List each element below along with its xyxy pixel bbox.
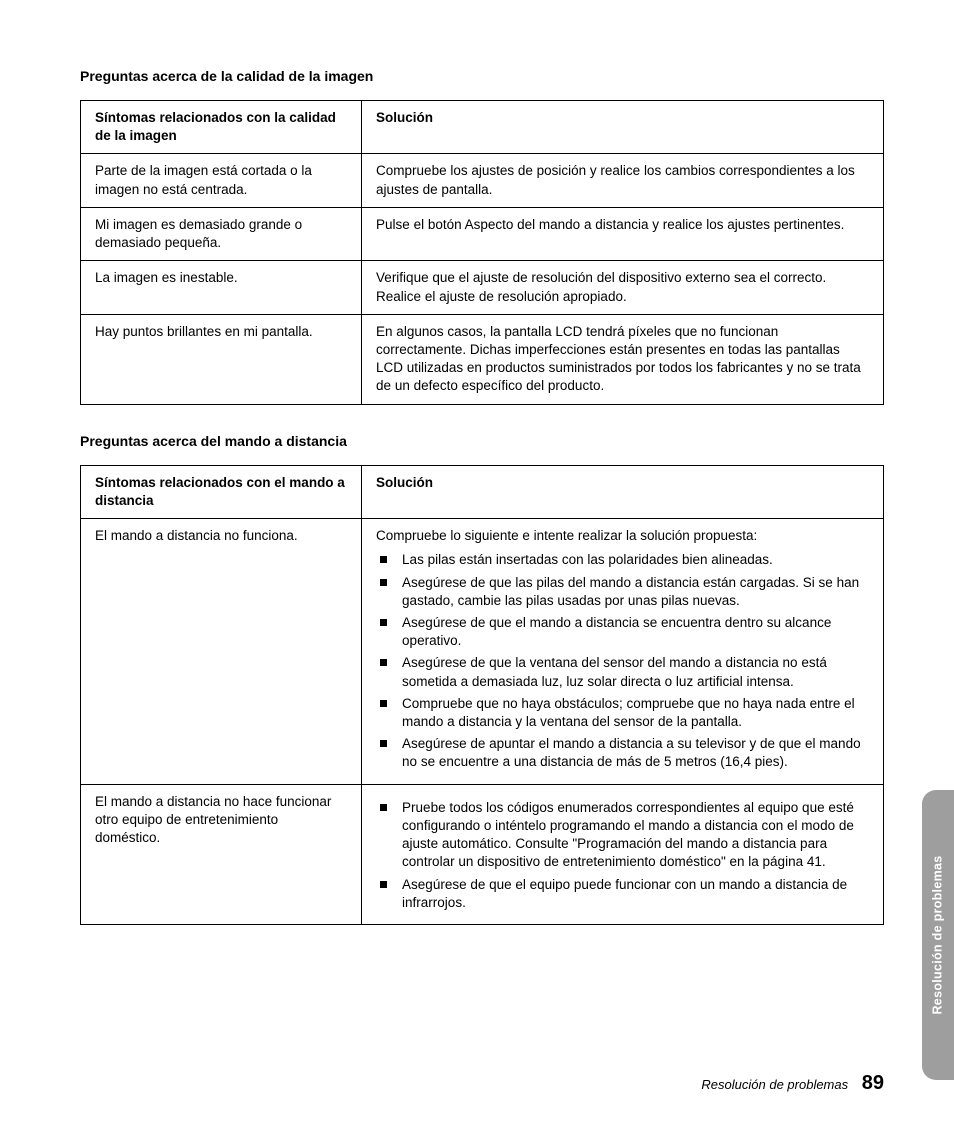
header-symptom: Síntomas relacionados con la calidad de …: [81, 101, 362, 154]
remote-control-table: Síntomas relacionados con el mando a dis…: [80, 465, 884, 925]
list-item: Las pilas están insertadas con las polar…: [398, 551, 869, 569]
table-header-row: Síntomas relacionados con el mando a dis…: [81, 465, 884, 518]
solution-intro: Compruebe lo siguiente e intente realiza…: [376, 527, 869, 545]
table-row: La imagen es inestable. Verifique que el…: [81, 261, 884, 314]
list-item: Compruebe que no haya obstáculos; compru…: [398, 695, 869, 731]
solution-cell: Pruebe todos los códigos enumerados corr…: [362, 784, 884, 924]
table-row: Mi imagen es demasiado grande o demasiad…: [81, 207, 884, 260]
solution-cell: Verifique que el ajuste de resolución de…: [362, 261, 884, 314]
image-quality-table: Síntomas relacionados con la calidad de …: [80, 100, 884, 405]
symptom-cell: La imagen es inestable.: [81, 261, 362, 314]
solution-cell: En algunos casos, la pantalla LCD tendrá…: [362, 314, 884, 404]
solution-cell: Compruebe los ajustes de posición y real…: [362, 154, 884, 207]
list-item: Asegúrese de que la ventana del sensor d…: [398, 654, 869, 690]
symptom-cell: Mi imagen es demasiado grande o demasiad…: [81, 207, 362, 260]
list-item: Asegúrese de que el equipo puede funcion…: [398, 876, 869, 912]
section-heading-image-quality: Preguntas acerca de la calidad de la ima…: [80, 68, 884, 84]
page-number: 89: [862, 1072, 884, 1094]
symptom-cell: Hay puntos brillantes en mi pantalla.: [81, 314, 362, 404]
table-row: El mando a distancia no hace funcionar o…: [81, 784, 884, 924]
list-item: Pruebe todos los códigos enumerados corr…: [398, 799, 869, 872]
page-content: Preguntas acerca de la calidad de la ima…: [0, 0, 954, 925]
solution-list: Las pilas están insertadas con las polar…: [376, 551, 869, 771]
side-tab: Resolución de problemas: [922, 790, 954, 1080]
solution-cell: Compruebe lo siguiente e intente realiza…: [362, 519, 884, 785]
solution-list: Pruebe todos los códigos enumerados corr…: [376, 799, 869, 912]
header-solution: Solución: [362, 465, 884, 518]
table-row: El mando a distancia no funciona. Compru…: [81, 519, 884, 785]
footer-title: Resolución de problemas: [701, 1077, 848, 1092]
section-heading-remote: Preguntas acerca del mando a distancia: [80, 433, 884, 449]
list-item: Asegúrese de que las pilas del mando a d…: [398, 574, 869, 610]
symptom-cell: El mando a distancia no funciona.: [81, 519, 362, 785]
solution-cell: Pulse el botón Aspecto del mando a dista…: [362, 207, 884, 260]
table-row: Hay puntos brillantes en mi pantalla. En…: [81, 314, 884, 404]
symptom-cell: El mando a distancia no hace funcionar o…: [81, 784, 362, 924]
symptom-cell: Parte de la imagen está cortada o la ima…: [81, 154, 362, 207]
page-footer: Resolución de problemas 89: [701, 1072, 884, 1095]
list-item: Asegúrese de que el mando a distancia se…: [398, 614, 869, 650]
header-symptom: Síntomas relacionados con el mando a dis…: [81, 465, 362, 518]
table-header-row: Síntomas relacionados con la calidad de …: [81, 101, 884, 154]
list-item: Asegúrese de apuntar el mando a distanci…: [398, 735, 869, 771]
table-row: Parte de la imagen está cortada o la ima…: [81, 154, 884, 207]
side-tab-label: Resolución de problemas: [931, 855, 945, 1014]
header-solution: Solución: [362, 101, 884, 154]
